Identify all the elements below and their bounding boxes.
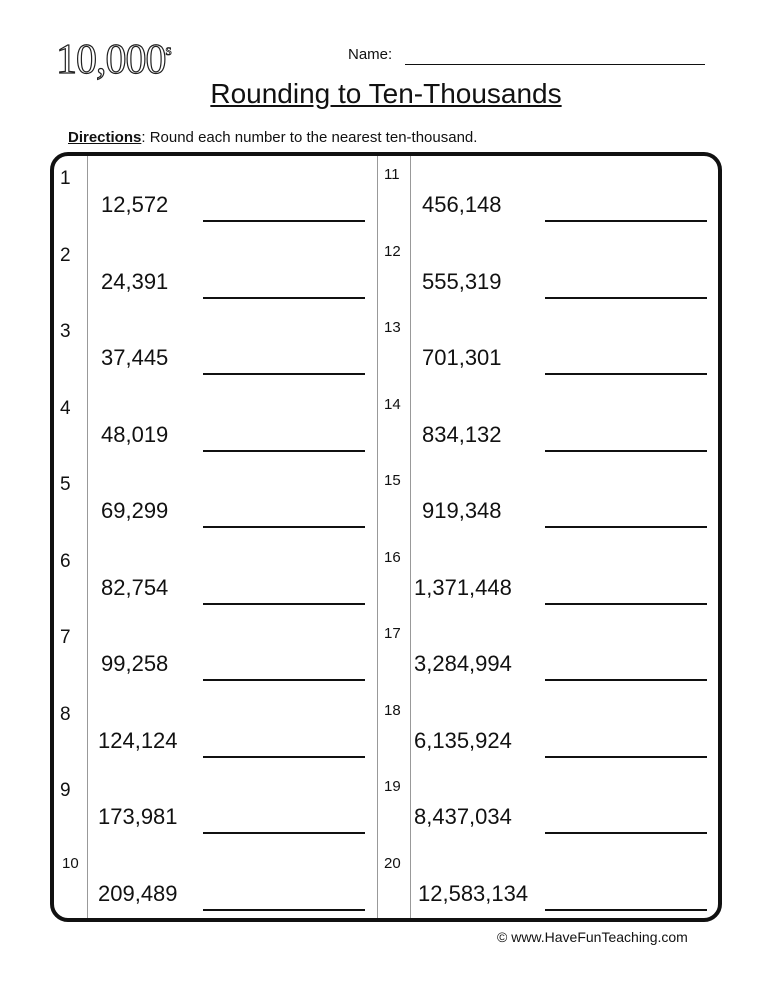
problem-value: 12,572 bbox=[101, 192, 169, 217]
problem-number: 20 bbox=[384, 854, 401, 872]
copyright: © www.HaveFunTeaching.com bbox=[497, 929, 688, 945]
problem-number: 3 bbox=[60, 321, 71, 342]
answer-blank[interactable] bbox=[203, 449, 365, 452]
problem-number: 13 bbox=[384, 319, 401, 336]
problem-number: 10 bbox=[62, 854, 79, 872]
problem-number: 12 bbox=[384, 242, 401, 260]
directions-text: : Round each number to the nearest ten-t… bbox=[141, 129, 478, 146]
problem-value: 99,258 bbox=[101, 651, 169, 676]
problem-number: 8 bbox=[60, 703, 71, 725]
problem-number: 11 bbox=[384, 166, 400, 183]
answer-blank[interactable] bbox=[545, 908, 707, 911]
problem-number: 1 bbox=[60, 168, 71, 189]
logo-text: 10,000 bbox=[55, 36, 167, 83]
problem-number: 14 bbox=[384, 395, 401, 413]
problem-value: 1,371,448 bbox=[414, 574, 512, 600]
problem-value: 3,284,994 bbox=[414, 651, 512, 676]
problem-value: 124,124 bbox=[98, 727, 178, 753]
page-title: Rounding to Ten-Thousands bbox=[210, 78, 562, 109]
answer-blank[interactable] bbox=[545, 679, 707, 681]
problem-value: 701,301 bbox=[422, 345, 502, 370]
answer-blank[interactable] bbox=[203, 679, 365, 681]
answer-blank[interactable] bbox=[203, 755, 365, 758]
directions: Directions: Round each number to the nea… bbox=[68, 129, 477, 146]
problem-value: 48,019 bbox=[101, 421, 169, 447]
problem-value: 209,489 bbox=[98, 880, 178, 906]
answer-blank[interactable] bbox=[203, 602, 365, 605]
answer-blank[interactable] bbox=[203, 296, 365, 299]
answer-blank[interactable] bbox=[203, 832, 365, 834]
answer-blank[interactable] bbox=[203, 373, 365, 375]
answer-blank[interactable] bbox=[545, 373, 707, 375]
problem-value: 555,319 bbox=[422, 268, 502, 294]
problem-value: 456,148 bbox=[422, 192, 502, 217]
divider bbox=[377, 156, 378, 918]
answer-blank[interactable] bbox=[545, 832, 707, 834]
answer-blank[interactable] bbox=[203, 908, 365, 911]
problem-value: 834,132 bbox=[422, 421, 502, 447]
problem-number: 2 bbox=[60, 244, 71, 266]
answer-blank[interactable] bbox=[545, 449, 707, 452]
problem-number: 9 bbox=[60, 780, 71, 801]
logo: 10,000s bbox=[55, 36, 172, 84]
answer-blank[interactable] bbox=[545, 526, 707, 528]
problem-number: 7 bbox=[60, 627, 71, 648]
problem-number: 17 bbox=[384, 625, 401, 642]
answer-blank[interactable] bbox=[203, 220, 365, 222]
logo-suffix: s bbox=[165, 42, 172, 60]
name-label: Name: bbox=[348, 46, 393, 63]
problems-box bbox=[50, 152, 722, 922]
problem-number: 19 bbox=[384, 778, 401, 795]
answer-blank[interactable] bbox=[203, 526, 365, 528]
name-field[interactable] bbox=[405, 64, 705, 65]
problem-number: 6 bbox=[60, 550, 71, 572]
problem-number: 5 bbox=[60, 474, 71, 495]
divider bbox=[410, 156, 411, 918]
answer-blank[interactable] bbox=[545, 755, 707, 758]
problem-value: 82,754 bbox=[101, 574, 169, 600]
problem-value: 24,391 bbox=[101, 268, 169, 294]
answer-blank[interactable] bbox=[545, 602, 707, 605]
problem-number: 18 bbox=[384, 701, 401, 719]
answer-blank[interactable] bbox=[545, 220, 707, 222]
divider bbox=[87, 156, 88, 918]
directions-label: Directions bbox=[68, 129, 142, 146]
problem-value: 37,445 bbox=[101, 345, 169, 370]
problem-value: 173,981 bbox=[98, 804, 178, 829]
problem-value: 919,348 bbox=[422, 498, 502, 523]
problem-value: 69,299 bbox=[101, 498, 169, 523]
problem-number: 15 bbox=[384, 472, 401, 489]
problem-value: 12,583,134 bbox=[418, 880, 529, 906]
problem-number: 4 bbox=[60, 397, 71, 419]
answer-blank[interactable] bbox=[545, 296, 707, 299]
problem-value: 6,135,924 bbox=[414, 727, 512, 753]
problem-value: 8,437,034 bbox=[414, 804, 512, 829]
problem-number: 16 bbox=[384, 548, 401, 566]
